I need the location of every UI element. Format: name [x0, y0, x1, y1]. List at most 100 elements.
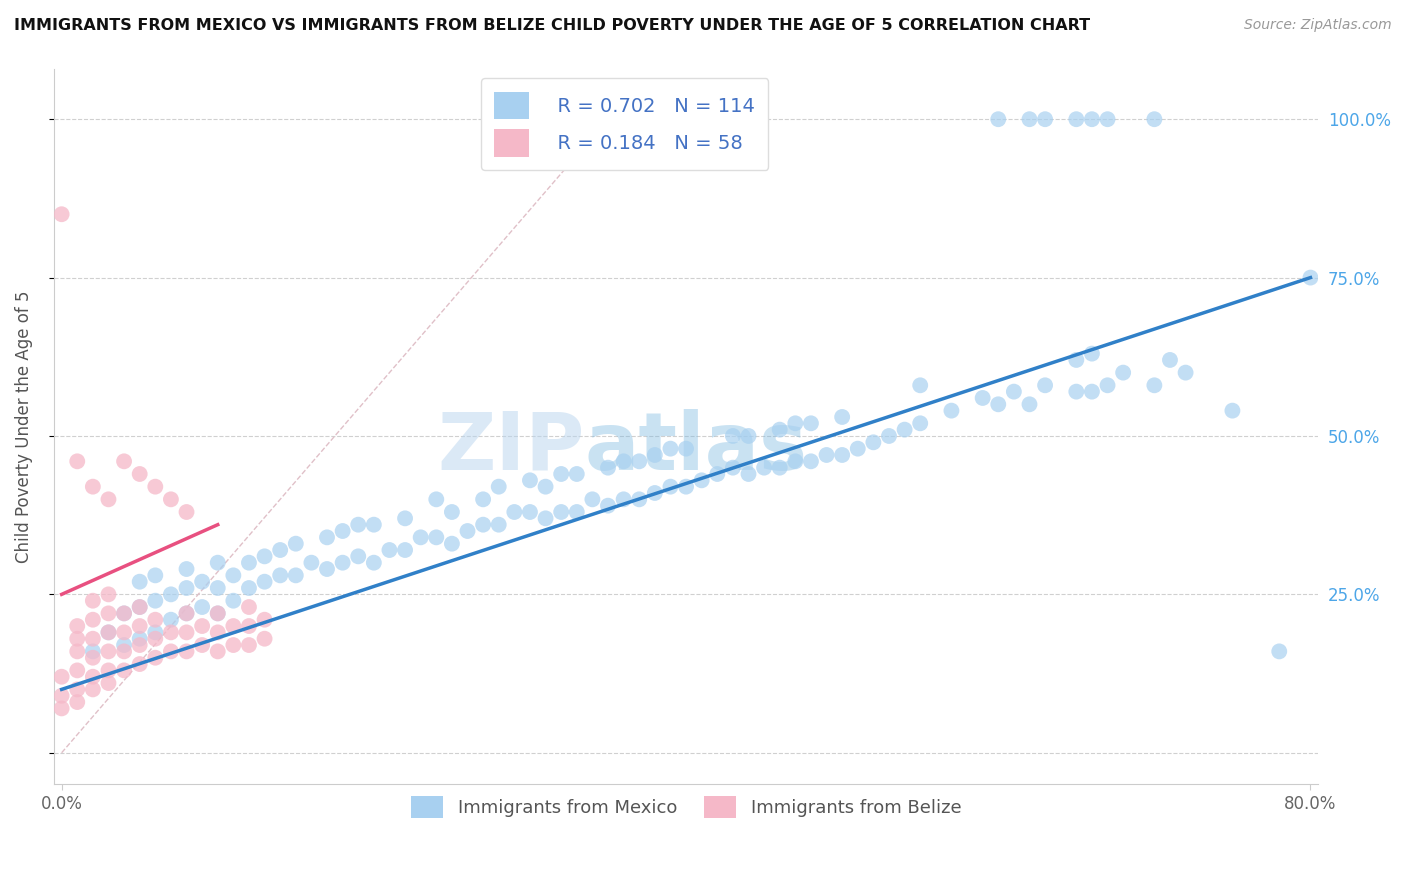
- Point: [737, 467, 759, 481]
- Point: [440, 537, 463, 551]
- Point: [82, 644, 104, 658]
- Point: [815, 448, 838, 462]
- Point: [82, 670, 104, 684]
- Point: [581, 492, 603, 507]
- Point: [160, 587, 183, 601]
- Point: [66, 619, 89, 633]
- Point: [613, 492, 636, 507]
- Point: [488, 480, 510, 494]
- Point: [1143, 112, 1166, 127]
- Point: [82, 613, 104, 627]
- Point: [176, 644, 198, 658]
- Point: [160, 644, 183, 658]
- Point: [128, 657, 150, 671]
- Text: atlas: atlas: [585, 409, 808, 487]
- Point: [143, 632, 166, 646]
- Point: [644, 448, 666, 462]
- Point: [862, 435, 884, 450]
- Point: [82, 480, 104, 494]
- Point: [82, 682, 104, 697]
- Point: [1018, 112, 1040, 127]
- Point: [51, 670, 73, 684]
- Point: [253, 549, 276, 564]
- Point: [394, 511, 416, 525]
- Point: [409, 530, 432, 544]
- Point: [82, 650, 104, 665]
- Point: [253, 574, 276, 589]
- Point: [1002, 384, 1025, 399]
- Point: [97, 676, 120, 690]
- Point: [191, 574, 214, 589]
- Point: [628, 454, 651, 468]
- Point: [112, 625, 135, 640]
- Point: [143, 480, 166, 494]
- Point: [207, 607, 229, 621]
- Point: [128, 467, 150, 481]
- Point: [66, 454, 89, 468]
- Point: [284, 568, 307, 582]
- Point: [425, 530, 447, 544]
- Point: [143, 625, 166, 640]
- Point: [1081, 112, 1104, 127]
- Point: [316, 530, 339, 544]
- Point: [207, 625, 229, 640]
- Point: [269, 568, 291, 582]
- Point: [97, 664, 120, 678]
- Point: [222, 638, 245, 652]
- Point: [1097, 378, 1119, 392]
- Text: IMMIGRANTS FROM MEXICO VS IMMIGRANTS FROM BELIZE CHILD POVERTY UNDER THE AGE OF : IMMIGRANTS FROM MEXICO VS IMMIGRANTS FRO…: [14, 18, 1090, 33]
- Point: [1018, 397, 1040, 411]
- Point: [128, 574, 150, 589]
- Point: [987, 397, 1010, 411]
- Point: [425, 492, 447, 507]
- Point: [253, 632, 276, 646]
- Point: [97, 625, 120, 640]
- Point: [706, 467, 728, 481]
- Point: [737, 429, 759, 443]
- Point: [596, 499, 619, 513]
- Point: [1159, 353, 1181, 368]
- Legend: Immigrants from Mexico, Immigrants from Belize: Immigrants from Mexico, Immigrants from …: [404, 789, 969, 825]
- Point: [207, 581, 229, 595]
- Point: [1174, 366, 1197, 380]
- Point: [550, 467, 572, 481]
- Point: [66, 682, 89, 697]
- Point: [1097, 112, 1119, 127]
- Point: [488, 517, 510, 532]
- Point: [112, 454, 135, 468]
- Point: [176, 607, 198, 621]
- Point: [143, 613, 166, 627]
- Point: [176, 625, 198, 640]
- Point: [565, 505, 588, 519]
- Text: ZIP: ZIP: [437, 409, 585, 487]
- Point: [51, 207, 73, 221]
- Point: [97, 607, 120, 621]
- Point: [269, 543, 291, 558]
- Point: [66, 632, 89, 646]
- Point: [66, 664, 89, 678]
- Point: [128, 619, 150, 633]
- Point: [800, 417, 823, 431]
- Point: [472, 492, 495, 507]
- Point: [97, 587, 120, 601]
- Point: [284, 537, 307, 551]
- Point: [238, 556, 260, 570]
- Point: [97, 625, 120, 640]
- Point: [846, 442, 869, 456]
- Point: [112, 607, 135, 621]
- Point: [51, 701, 73, 715]
- Point: [908, 417, 931, 431]
- Point: [207, 607, 229, 621]
- Point: [207, 556, 229, 570]
- Point: [1112, 366, 1135, 380]
- Point: [1066, 112, 1088, 127]
- Point: [176, 581, 198, 595]
- Point: [253, 613, 276, 627]
- Point: [721, 460, 744, 475]
- Point: [82, 632, 104, 646]
- Point: [363, 556, 385, 570]
- Point: [472, 517, 495, 532]
- Point: [800, 454, 823, 468]
- Point: [675, 442, 697, 456]
- Point: [519, 473, 541, 487]
